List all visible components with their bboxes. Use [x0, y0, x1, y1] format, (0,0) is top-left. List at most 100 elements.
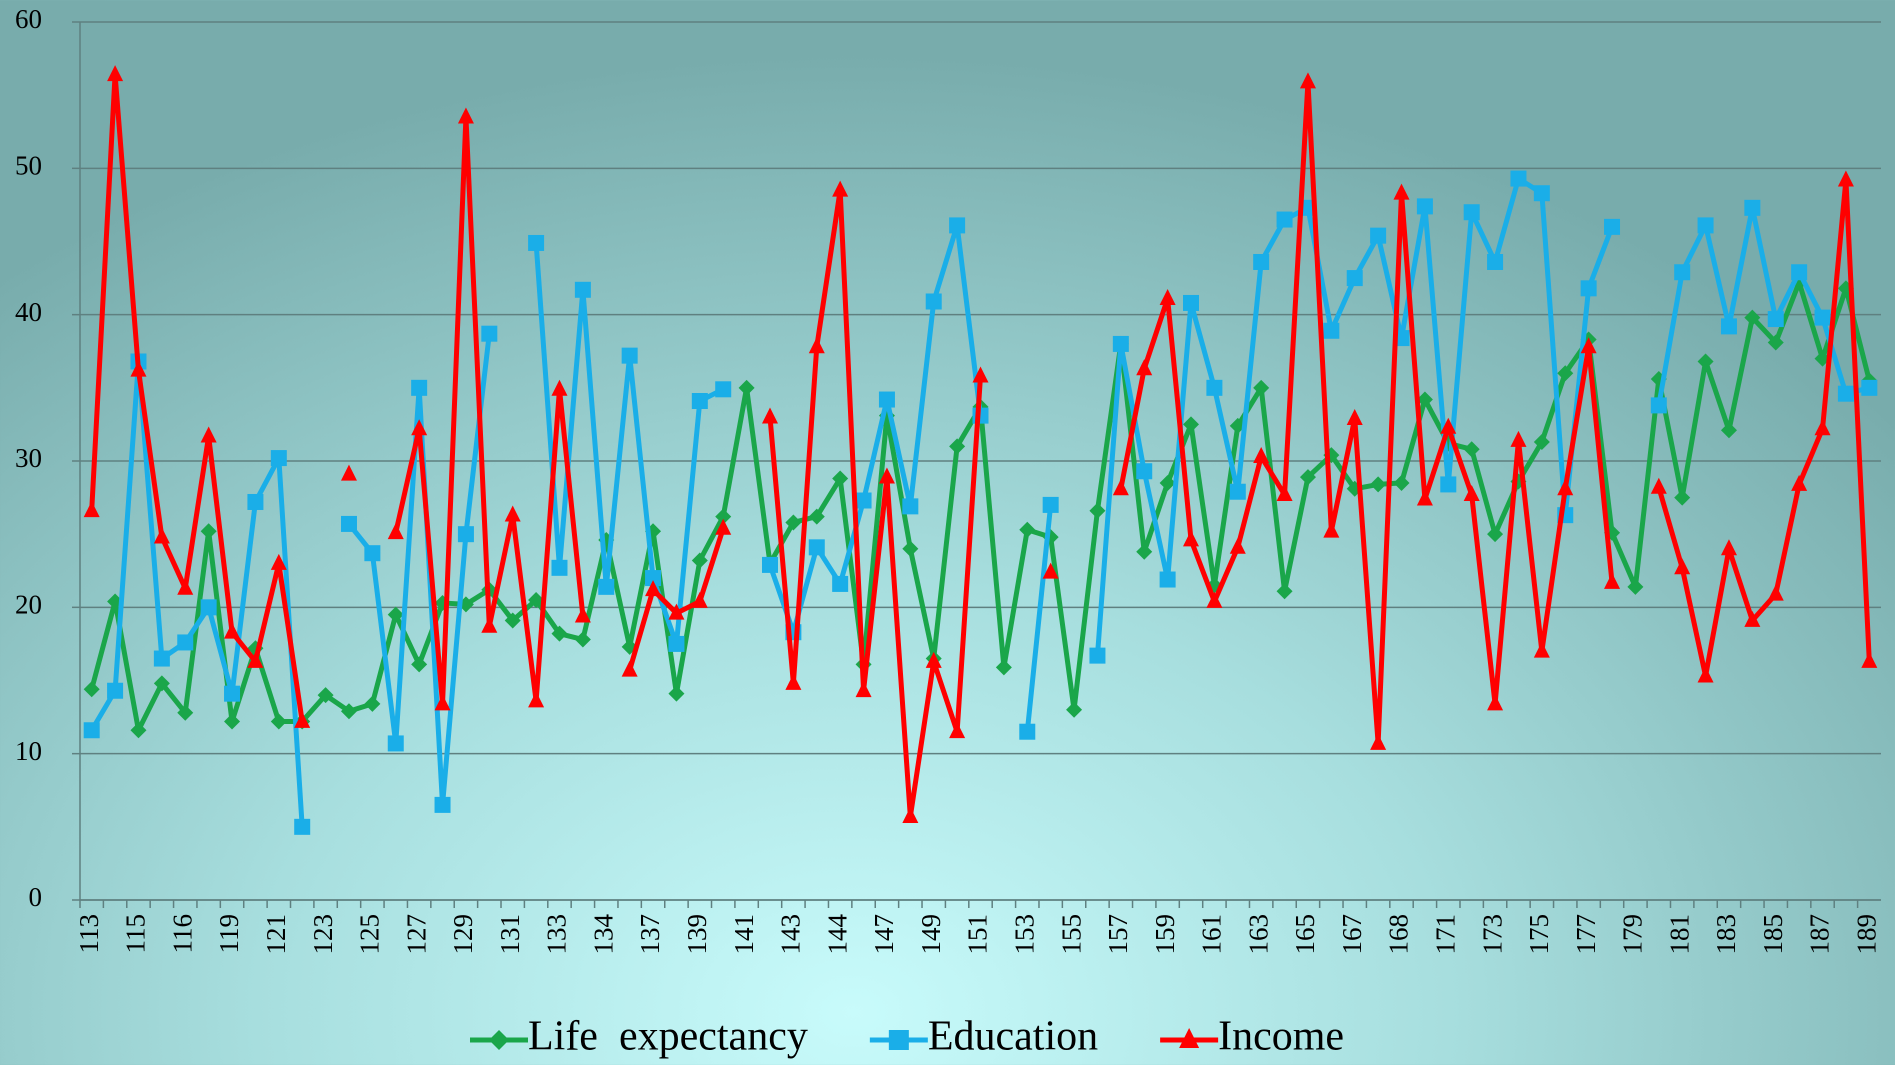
marker-square	[528, 234, 545, 251]
marker-square	[1814, 309, 1831, 326]
legend-label: Income	[1218, 1014, 1344, 1060]
marker-triangle	[434, 694, 451, 711]
x-tick-label: 149	[916, 914, 946, 955]
x-tick-label: 121	[261, 914, 291, 955]
marker-square	[1533, 185, 1550, 202]
marker-square	[1674, 264, 1691, 281]
marker-square	[888, 1030, 909, 1050]
marker-triangle	[177, 578, 194, 595]
marker-square	[1604, 218, 1621, 235]
marker-triangle	[668, 603, 685, 620]
marker-square	[878, 391, 895, 408]
x-tick-label: 129	[448, 914, 478, 955]
x-tick-label: 153	[1009, 914, 1039, 955]
x-tick-label: 123	[308, 914, 338, 955]
marker-diamond	[270, 713, 287, 730]
marker-triangle	[878, 467, 895, 484]
x-tick-label: 113	[74, 914, 104, 954]
marker-triangle	[1697, 666, 1714, 683]
marker-triangle	[1791, 474, 1808, 491]
marker-triangle	[153, 527, 170, 544]
marker-diamond	[1767, 334, 1784, 351]
marker-square	[270, 450, 287, 467]
x-tick-label: 131	[495, 914, 525, 955]
marker-square	[1697, 217, 1714, 234]
marker-square	[200, 599, 217, 616]
marker-diamond	[691, 552, 708, 569]
marker-triangle	[504, 505, 521, 522]
x-tick-label: 175	[1524, 914, 1554, 955]
marker-triangle	[715, 518, 732, 535]
marker-diamond	[1533, 433, 1550, 450]
marker-square	[340, 515, 357, 532]
marker-triangle	[1533, 641, 1550, 658]
x-tick-label: 185	[1758, 914, 1788, 955]
marker-diamond	[1674, 489, 1691, 506]
marker-diamond	[200, 523, 217, 540]
series	[83, 170, 1878, 835]
marker-square	[668, 635, 685, 652]
x-tick-label: 167	[1337, 914, 1367, 955]
marker-square	[715, 381, 732, 398]
marker-square	[247, 493, 264, 510]
marker-triangle	[1744, 610, 1761, 627]
marker-diamond	[1276, 583, 1293, 600]
marker-diamond	[1627, 578, 1644, 595]
marker-square	[1650, 397, 1667, 414]
marker-diamond	[1487, 526, 1504, 543]
marker-triangle	[1487, 694, 1504, 711]
marker-square	[1042, 496, 1059, 513]
marker-triangle	[1276, 485, 1293, 502]
marker-square	[1183, 294, 1200, 311]
legend-label: Education	[928, 1014, 1098, 1060]
marker-square	[177, 634, 194, 651]
marker-triangle	[224, 622, 241, 639]
marker-diamond	[130, 722, 147, 739]
marker-diamond	[1019, 521, 1036, 538]
marker-diamond	[1159, 474, 1176, 491]
x-tick-label: 171	[1430, 914, 1460, 955]
marker-square	[1440, 476, 1457, 493]
marker-triangle	[247, 651, 264, 668]
marker-diamond	[1416, 391, 1433, 408]
marker-square	[691, 393, 708, 410]
marker-square	[1580, 280, 1597, 297]
marker-square	[1253, 253, 1270, 270]
marker-triangle	[107, 65, 124, 82]
x-tick-label: 165	[1290, 914, 1320, 955]
marker-square	[949, 217, 966, 234]
marker-square	[832, 575, 849, 592]
marker-triangle	[832, 180, 849, 197]
marker-diamond	[902, 540, 919, 557]
marker-triangle	[1416, 489, 1433, 506]
marker-triangle	[902, 806, 919, 823]
marker-square	[294, 818, 311, 835]
x-tick-label: 181	[1664, 914, 1694, 955]
marker-triangle	[1112, 479, 1129, 496]
marker-square	[1463, 204, 1480, 221]
legend-label: Life expectancy	[528, 1014, 808, 1060]
marker-diamond	[668, 685, 685, 702]
marker-triangle	[1136, 359, 1153, 376]
x-tick-label: 134	[588, 914, 618, 955]
marker-diamond	[528, 592, 545, 609]
marker-square	[364, 545, 381, 562]
marker-diamond	[1393, 474, 1410, 491]
x-tick-label: 173	[1477, 914, 1507, 955]
marker-square	[1416, 198, 1433, 215]
marker-diamond	[1089, 502, 1106, 519]
x-tick-label: 141	[729, 914, 759, 955]
marker-triangle	[691, 591, 708, 608]
marker-diamond	[224, 713, 241, 730]
marker-diamond	[715, 508, 732, 525]
marker-triangle	[1557, 479, 1574, 496]
x-tick-label: 127	[401, 914, 431, 955]
marker-square	[107, 682, 124, 699]
marker-diamond	[387, 606, 404, 623]
marker-triangle	[785, 673, 802, 690]
marker-triangle	[1440, 417, 1457, 434]
marker-square	[1487, 253, 1504, 270]
marker-triangle	[1206, 591, 1223, 608]
x-tick-label: 183	[1711, 914, 1741, 955]
